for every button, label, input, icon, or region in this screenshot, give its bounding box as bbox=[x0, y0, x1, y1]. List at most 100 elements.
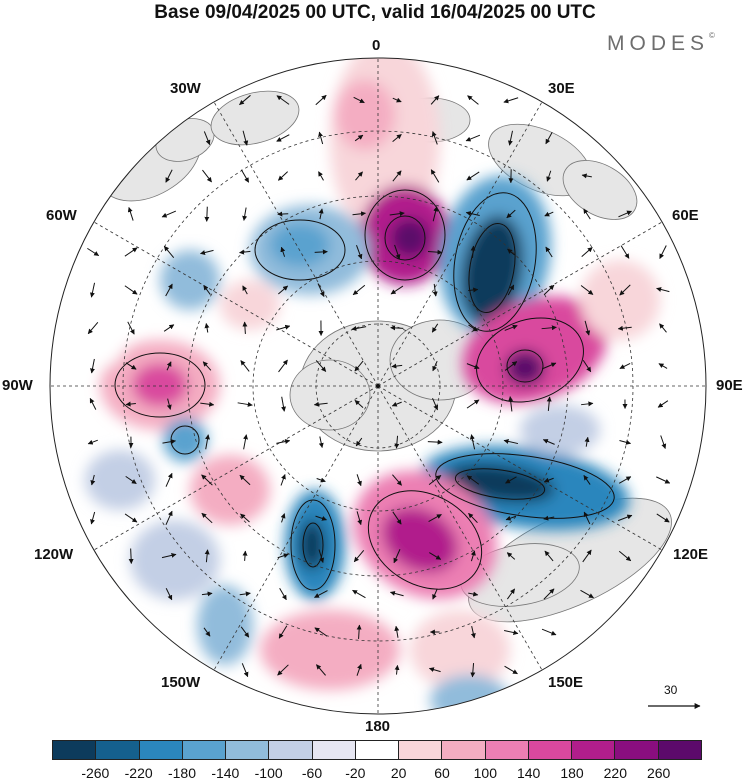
wind-vector bbox=[428, 474, 442, 486]
brand-logo: MODES© bbox=[607, 31, 715, 56]
meridian-line bbox=[377, 101, 543, 387]
lon-label-60e: 60E bbox=[672, 207, 699, 224]
wind-vector bbox=[469, 434, 476, 450]
colorbar-tick-label: 20 bbox=[390, 765, 407, 781]
colorbar-tick-label: -20 bbox=[345, 765, 366, 781]
colorbar-tick-label: -100 bbox=[254, 765, 283, 781]
colorbar-segment bbox=[96, 741, 140, 759]
lon-label-180: 180 bbox=[365, 718, 391, 735]
wind-vector bbox=[583, 511, 591, 525]
wind-vector bbox=[356, 511, 363, 526]
lon-label-0: 0 bbox=[372, 37, 381, 54]
contour-line bbox=[435, 453, 615, 519]
anomaly-patch bbox=[163, 418, 207, 462]
wind-vector bbox=[465, 211, 480, 217]
contour-line bbox=[364, 189, 446, 281]
colorbar-segment bbox=[442, 741, 486, 759]
wind-vector bbox=[313, 401, 328, 407]
wind-vector bbox=[277, 664, 289, 676]
colorbar-segment bbox=[399, 741, 443, 759]
lat-lon-grid bbox=[50, 58, 706, 714]
wind-vector bbox=[354, 360, 364, 372]
wind-vector bbox=[392, 97, 402, 103]
wind-vector bbox=[659, 245, 667, 259]
colorbar-segment bbox=[139, 741, 183, 759]
contour-line bbox=[506, 349, 544, 383]
land-patch bbox=[210, 90, 300, 146]
wind-vector bbox=[506, 588, 516, 600]
wind-vector bbox=[124, 285, 138, 295]
wind-vector bbox=[90, 511, 96, 525]
colorbar-tick-label: -180 bbox=[167, 765, 197, 781]
lon-label-30e: 30E bbox=[548, 80, 575, 97]
latitude-circle bbox=[252, 260, 504, 512]
wind-vector bbox=[470, 245, 476, 258]
wind-vector bbox=[242, 321, 248, 334]
wind-vector bbox=[504, 324, 518, 331]
wind-vector bbox=[543, 588, 555, 600]
wind-vector bbox=[581, 247, 593, 257]
colorbar-segment bbox=[528, 741, 573, 759]
anomaly-patch bbox=[160, 250, 220, 310]
wind-vector bbox=[465, 134, 481, 142]
wind-vector bbox=[316, 664, 326, 676]
chart-title: Base 09/04/2025 00 UTC, valid 16/04/2025… bbox=[154, 2, 596, 23]
wind-vector bbox=[162, 439, 176, 445]
wind-vector bbox=[316, 477, 326, 483]
wind-vector bbox=[240, 169, 250, 183]
wind-vector bbox=[427, 249, 443, 255]
wind-vector bbox=[432, 360, 438, 372]
wind-vector bbox=[390, 285, 404, 295]
wind-vector bbox=[201, 591, 213, 597]
wind-vector bbox=[543, 477, 554, 483]
wind-vector bbox=[394, 435, 400, 449]
wind-vector bbox=[428, 514, 442, 522]
anomaly-patch bbox=[260, 610, 400, 690]
wind-vector bbox=[318, 436, 324, 448]
wind-vector bbox=[127, 321, 135, 335]
wind-vector bbox=[660, 435, 667, 449]
anomaly-patch bbox=[220, 280, 280, 330]
wind-vector bbox=[355, 171, 363, 181]
colorbar bbox=[52, 740, 702, 760]
anomaly-patch bbox=[85, 450, 155, 510]
wind-vector bbox=[503, 438, 519, 445]
anomaly-patch bbox=[55, 250, 135, 370]
colorbar-tick-label: 60 bbox=[434, 765, 450, 781]
wind-vector bbox=[278, 359, 288, 373]
wind-vector bbox=[166, 398, 172, 410]
anomaly-patch bbox=[505, 350, 545, 386]
contour-line bbox=[254, 219, 346, 281]
wind-vector bbox=[243, 434, 248, 450]
contour-line bbox=[384, 215, 426, 261]
wind-vector bbox=[656, 513, 670, 523]
meridian-line bbox=[93, 385, 379, 551]
latitude-circle bbox=[187, 195, 569, 577]
meridian-line bbox=[213, 385, 379, 671]
wind-vector bbox=[468, 591, 479, 597]
wind-vector bbox=[165, 588, 173, 601]
wind-vector bbox=[87, 439, 98, 445]
lon-label-120e: 120E bbox=[673, 546, 709, 563]
wind-vector bbox=[276, 134, 290, 142]
wind-vector bbox=[584, 436, 590, 447]
wind-vector bbox=[203, 285, 211, 295]
pole-marker bbox=[376, 384, 380, 388]
wind-vector bbox=[619, 284, 631, 296]
colorbar-segment bbox=[572, 741, 616, 759]
wind-vector bbox=[281, 396, 286, 412]
map-boundary bbox=[49, 57, 707, 715]
wind-vector bbox=[389, 590, 404, 597]
wind-vector bbox=[582, 549, 592, 563]
wind-vector bbox=[470, 626, 476, 639]
anomaly-contours bbox=[114, 189, 615, 591]
wind-vector bbox=[506, 552, 516, 560]
wind-vector bbox=[430, 169, 440, 183]
wind-vector bbox=[318, 549, 325, 563]
wind-vector bbox=[204, 549, 210, 563]
wind-vector bbox=[466, 399, 480, 409]
contour-line bbox=[468, 223, 516, 313]
wind-vector bbox=[355, 437, 363, 447]
wind-vector bbox=[278, 625, 288, 639]
wind-vector bbox=[277, 171, 288, 181]
